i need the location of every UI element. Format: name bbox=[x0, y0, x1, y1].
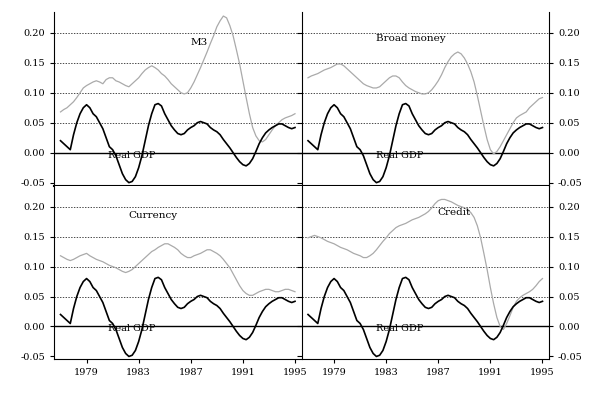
Text: Real GDP: Real GDP bbox=[109, 324, 156, 333]
Text: Broad money: Broad money bbox=[376, 34, 445, 43]
Text: Credit: Credit bbox=[437, 208, 471, 217]
Text: Real GDP: Real GDP bbox=[109, 150, 156, 160]
Text: Currency: Currency bbox=[128, 211, 178, 220]
Text: M3: M3 bbox=[190, 38, 208, 47]
Text: Real GDP: Real GDP bbox=[376, 150, 423, 160]
Text: Real GDP: Real GDP bbox=[376, 324, 423, 333]
